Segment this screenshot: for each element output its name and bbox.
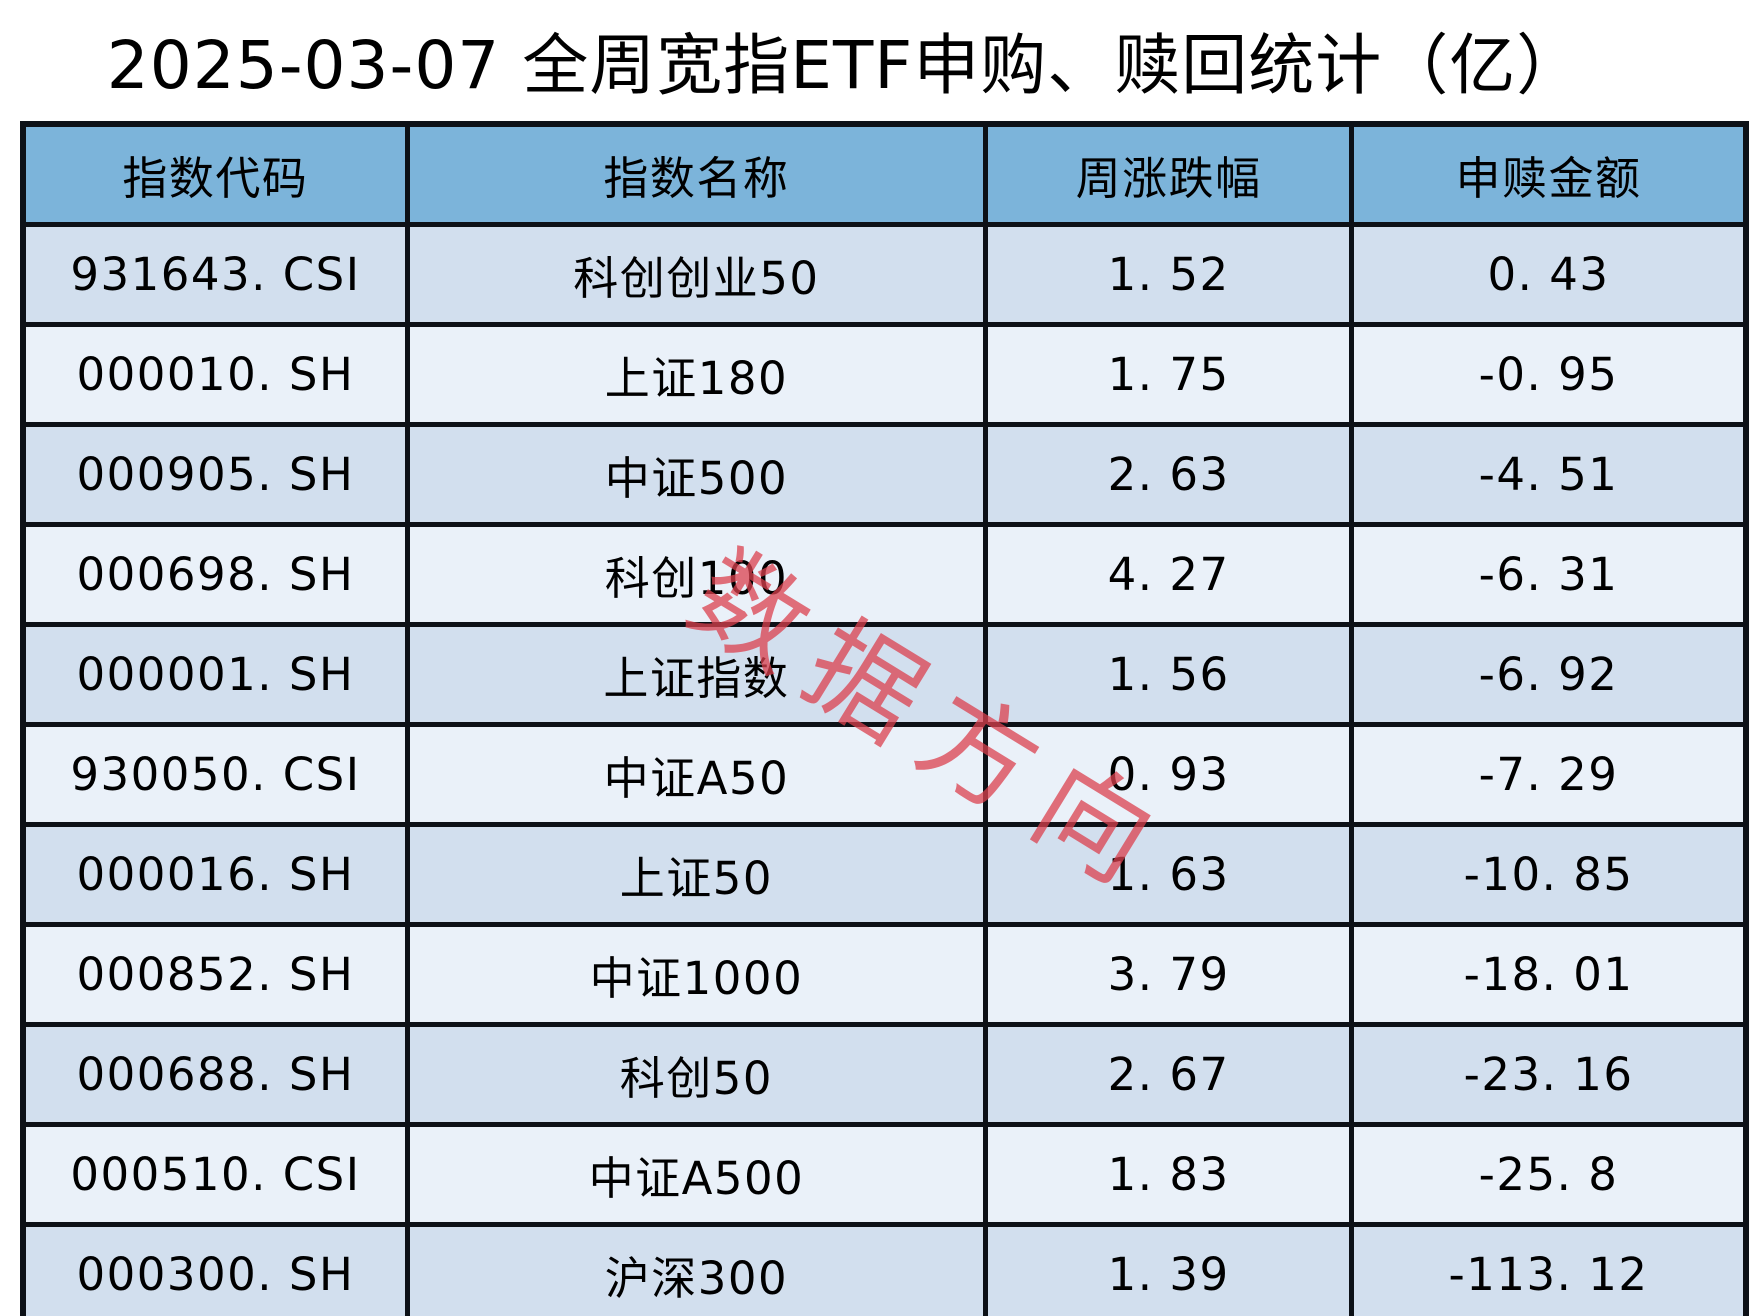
table-header: 指数代码 指数名称 周涨跌幅 申赎金额 — [20, 121, 1749, 227]
weekly-change-cell: 1. 39 — [983, 1222, 1355, 1316]
index-name-cell: 科创100 — [404, 522, 989, 627]
table-row: 000010. SH 上证180 1. 75 -0. 95 — [20, 322, 1749, 427]
redeem-amount-cell: -18. 01 — [1349, 922, 1749, 1027]
table-row: 000300. SH 沪深300 1. 39 -113. 12 — [20, 1222, 1749, 1316]
redeem-amount-cell: -23. 16 — [1349, 1022, 1749, 1127]
weekly-change-cell: 1. 83 — [983, 1122, 1355, 1227]
header-index-code: 指数代码 — [20, 121, 410, 227]
etf-table: 指数代码 指数名称 周涨跌幅 申赎金额 931643. CSI 科创创业50 1… — [20, 121, 1749, 1316]
weekly-change-cell: 1. 75 — [983, 322, 1355, 427]
index-code-cell: 000698. SH — [20, 522, 410, 627]
index-name-cell: 科创创业50 — [404, 222, 989, 327]
weekly-change-cell: 3. 79 — [983, 922, 1355, 1027]
header-redeem-amount: 申赎金额 — [1349, 121, 1749, 227]
index-code-cell: 000010. SH — [20, 322, 410, 427]
redeem-amount-cell: -4. 51 — [1349, 422, 1749, 527]
table-row: 000905. SH 中证500 2. 63 -4. 51 — [20, 422, 1749, 527]
redeem-amount-cell: -7. 29 — [1349, 722, 1749, 827]
weekly-change-cell: 4. 27 — [983, 522, 1355, 627]
redeem-amount-cell: -10. 85 — [1349, 822, 1749, 927]
index-code-cell: 000905. SH — [20, 422, 410, 527]
table-row: 000016. SH 上证50 1. 63 -10. 85 — [20, 822, 1749, 927]
table-row: 000688. SH 科创50 2. 67 -23. 16 — [20, 1022, 1749, 1127]
index-name-cell: 中证500 — [404, 422, 989, 527]
redeem-amount-cell: -25. 8 — [1349, 1122, 1749, 1227]
redeem-amount-cell: -6. 92 — [1349, 622, 1749, 727]
weekly-change-cell: 0. 93 — [983, 722, 1355, 827]
index-name-cell: 上证180 — [404, 322, 989, 427]
weekly-change-cell: 2. 63 — [983, 422, 1355, 527]
table-row: 000001. SH 上证指数 1. 56 -6. 92 — [20, 622, 1749, 727]
index-code-cell: 000300. SH — [20, 1222, 410, 1316]
table-body: 931643. CSI 科创创业50 1. 52 0. 43 000010. S… — [20, 222, 1749, 1316]
table-row: 000698. SH 科创100 4. 27 -6. 31 — [20, 522, 1749, 627]
index-code-cell: 000852. SH — [20, 922, 410, 1027]
table-row: 000852. SH 中证1000 3. 79 -18. 01 — [20, 922, 1749, 1027]
table-row: 930050. CSI 中证A50 0. 93 -7. 29 — [20, 722, 1749, 827]
weekly-change-cell: 1. 63 — [983, 822, 1355, 927]
table-row: 000510. CSI 中证A500 1. 83 -25. 8 — [20, 1122, 1749, 1227]
index-name-cell: 中证A50 — [404, 722, 989, 827]
header-index-name: 指数名称 — [404, 121, 989, 227]
index-name-cell: 上证50 — [404, 822, 989, 927]
index-code-cell: 000001. SH — [20, 622, 410, 727]
index-name-cell: 中证1000 — [404, 922, 989, 1027]
index-code-cell: 000016. SH — [20, 822, 410, 927]
index-code-cell: 931643. CSI — [20, 222, 410, 327]
index-code-cell: 930050. CSI — [20, 722, 410, 827]
index-name-cell: 中证A500 — [404, 1122, 989, 1227]
header-row: 指数代码 指数名称 周涨跌幅 申赎金额 — [20, 121, 1749, 227]
index-name-cell: 科创50 — [404, 1022, 989, 1127]
weekly-change-cell: 2. 67 — [983, 1022, 1355, 1127]
redeem-amount-cell: -0. 95 — [1349, 322, 1749, 427]
redeem-amount-cell: -6. 31 — [1349, 522, 1749, 627]
redeem-amount-cell: -113. 12 — [1349, 1222, 1749, 1316]
page-title: 2025-03-07 全周宽指ETF申购、赎回统计（亿） — [106, 27, 1584, 104]
index-code-cell: 000688. SH — [20, 1022, 410, 1127]
table-row: 931643. CSI 科创创业50 1. 52 0. 43 — [20, 222, 1749, 327]
index-code-cell: 000510. CSI — [20, 1122, 410, 1227]
weekly-change-cell: 1. 56 — [983, 622, 1355, 727]
index-name-cell: 沪深300 — [404, 1222, 989, 1316]
redeem-amount-cell: 0. 43 — [1349, 222, 1749, 327]
weekly-change-cell: 1. 52 — [983, 222, 1355, 327]
index-name-cell: 上证指数 — [404, 622, 989, 727]
header-weekly-change: 周涨跌幅 — [983, 121, 1355, 227]
